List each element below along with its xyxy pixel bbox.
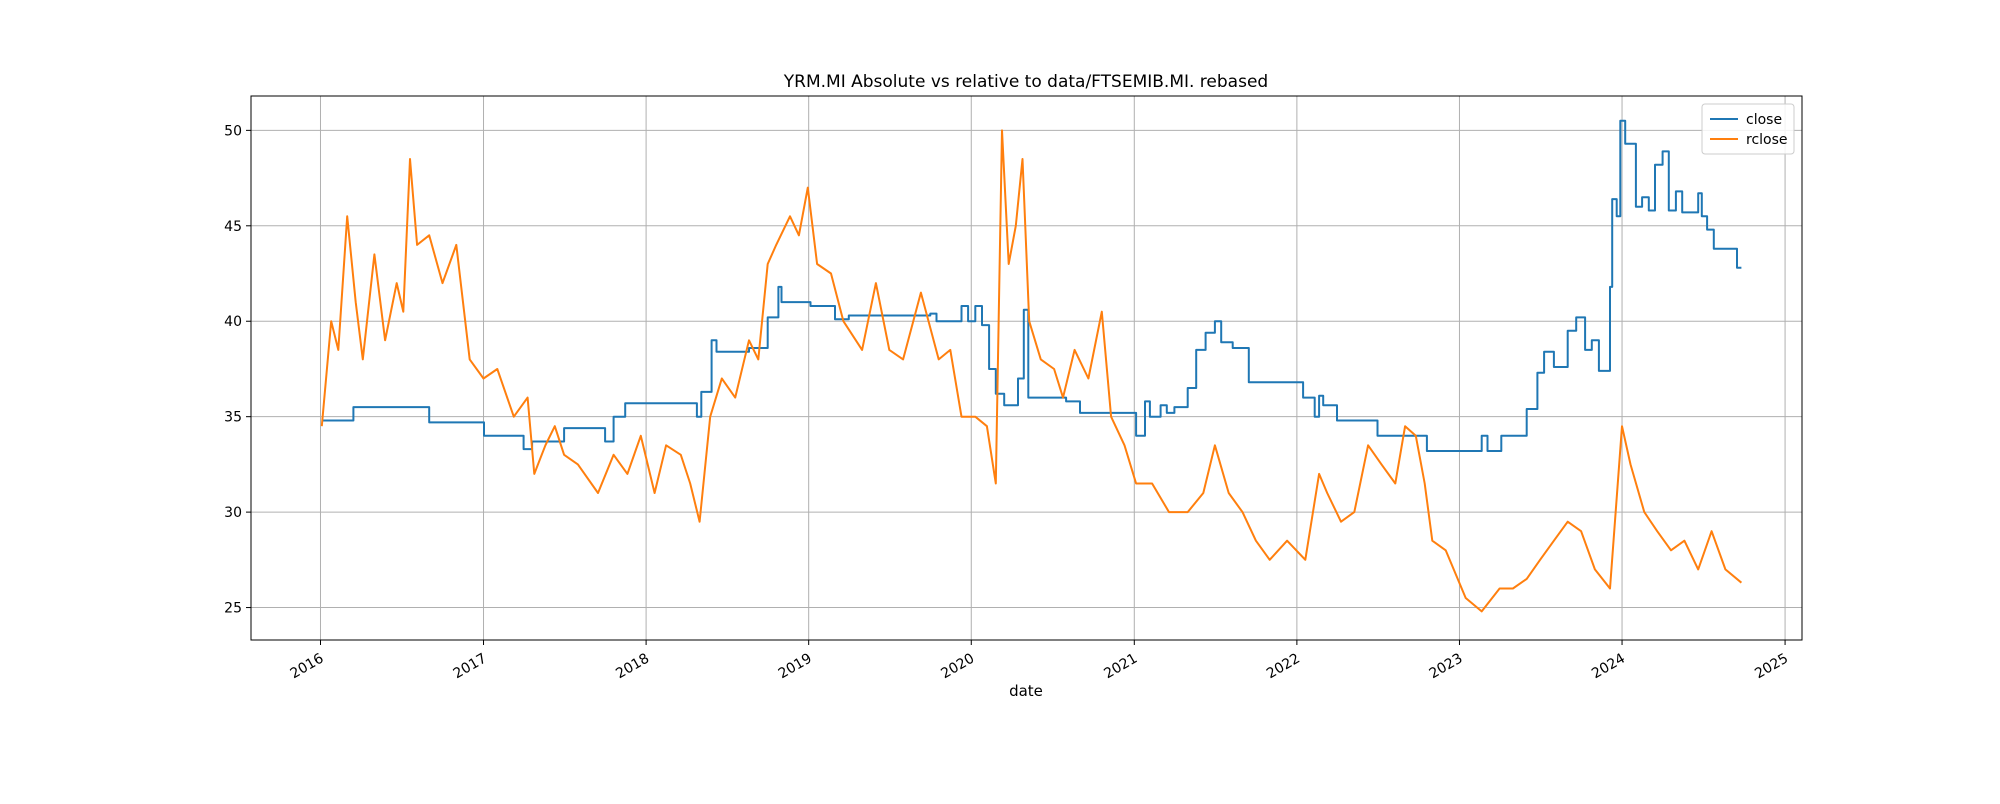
x-axis-label: date [1009,682,1043,700]
y-tick-label: 35 [224,410,242,426]
y-tick-label: 40 [224,314,242,330]
y-tick-label: 30 [224,505,242,521]
grid-layer [251,96,1802,640]
y-tick-label: 25 [224,601,242,617]
legend: close rclose [1701,103,1795,155]
y-tick-label: 50 [224,123,242,139]
plot-frame [250,95,1803,641]
series-layer [320,119,1743,613]
legend-label-close: close [1746,112,1782,128]
y-tick-label: 45 [224,219,242,235]
series-line-rclose [320,129,1743,613]
legend-label-rclose: rclose [1746,132,1788,148]
chart-title: YRM.MI Absolute vs relative to data/FTSE… [783,72,1268,92]
legend-box [1701,103,1795,155]
